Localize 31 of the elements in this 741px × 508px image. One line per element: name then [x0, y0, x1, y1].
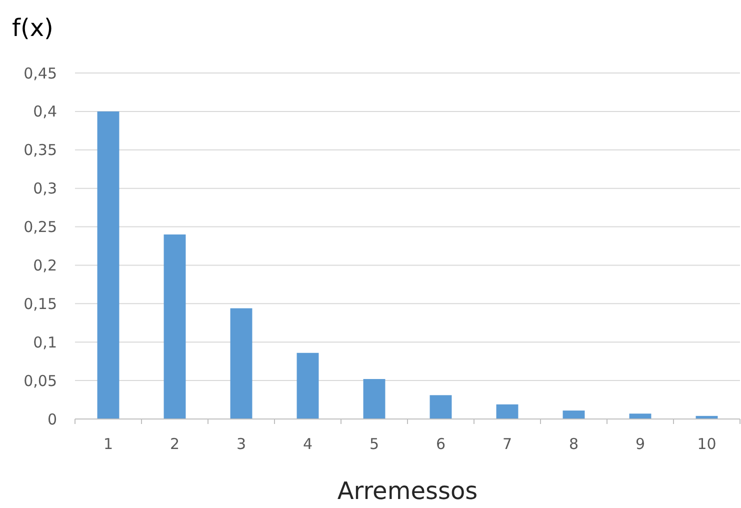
bar: [562, 410, 585, 419]
x-tick-label: 3: [236, 435, 246, 453]
bar: [296, 352, 319, 419]
bar: [430, 395, 452, 419]
y-axis-title: f(x): [12, 14, 54, 42]
x-axis-title: Arremessos: [337, 477, 478, 505]
bar: [363, 379, 386, 419]
bar: [230, 308, 252, 419]
y-tick-label: 0,25: [24, 218, 57, 236]
x-tick-label: 4: [302, 435, 313, 453]
y-tick-label: 0,1: [33, 333, 57, 352]
bar: [496, 404, 518, 419]
y-tick-label: 0,05: [24, 372, 57, 390]
y-tick-label: 0,35: [24, 141, 57, 160]
y-tick-label: 0,4: [33, 102, 57, 121]
x-tick-label: 2: [170, 435, 180, 453]
y-tick-label: 0: [47, 410, 57, 428]
bar: [629, 414, 652, 419]
x-tick-label: 1: [103, 435, 114, 453]
y-tick-label: 0,3: [33, 180, 57, 198]
x-tick-label: 7: [502, 435, 512, 453]
y-tick-label: 0,15: [24, 294, 57, 313]
x-tick-label: 10: [697, 435, 716, 453]
x-tick-label: 6: [436, 435, 446, 453]
x-tick-label: 9: [635, 435, 646, 453]
bar: [164, 234, 186, 419]
y-tick-label: 0,2: [33, 256, 57, 274]
x-tick-label: 8: [568, 435, 579, 453]
bar: [97, 111, 120, 419]
y-tick-label: 0,45: [24, 64, 57, 82]
x-tick-label: 5: [369, 435, 380, 453]
